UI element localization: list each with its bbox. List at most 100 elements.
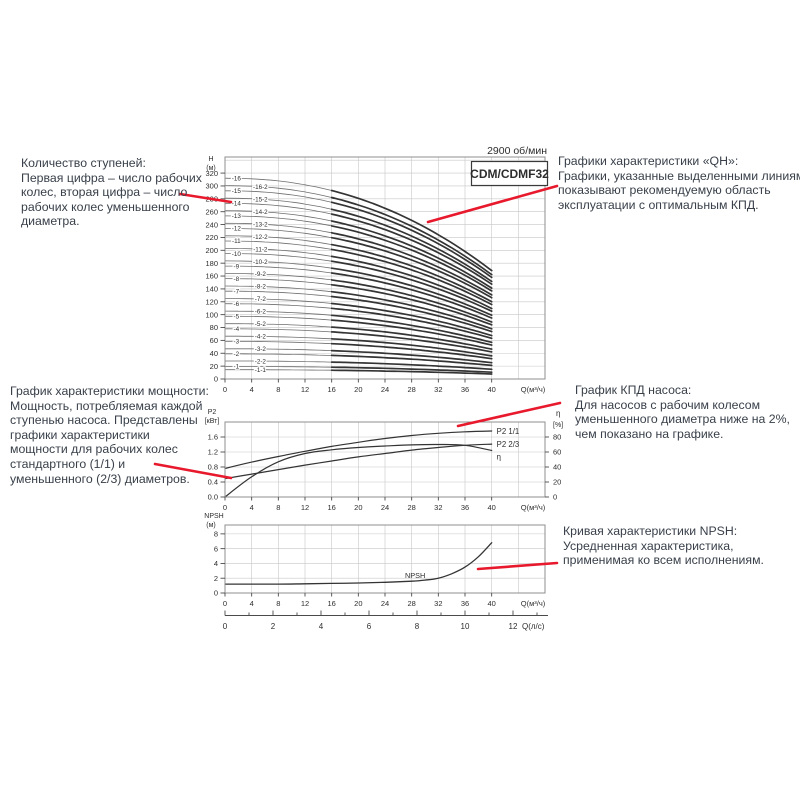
svg-text:[кВт]: [кВт] bbox=[205, 418, 220, 425]
svg-text:100: 100 bbox=[205, 310, 218, 319]
svg-text:36: 36 bbox=[461, 599, 469, 608]
svg-text:-16: -16 bbox=[232, 176, 242, 183]
svg-text:0.8: 0.8 bbox=[208, 463, 218, 472]
svg-text:8: 8 bbox=[415, 622, 420, 631]
svg-text:-3-2: -3-2 bbox=[255, 346, 267, 353]
svg-text:-11: -11 bbox=[232, 238, 241, 245]
svg-text:2900 об/мин: 2900 об/мин bbox=[487, 145, 547, 157]
svg-text:-2: -2 bbox=[234, 351, 240, 358]
svg-text:36: 36 bbox=[461, 385, 469, 394]
svg-text:0: 0 bbox=[223, 503, 227, 512]
svg-text:-11-2: -11-2 bbox=[253, 246, 268, 253]
svg-text:8: 8 bbox=[276, 503, 280, 512]
note-npsh-curve: Кривая характеристики NPSH: Усредненная х… bbox=[563, 524, 764, 568]
svg-text:-7: -7 bbox=[234, 288, 240, 295]
svg-text:8: 8 bbox=[276, 385, 280, 394]
svg-text:40: 40 bbox=[487, 385, 495, 394]
svg-text:140: 140 bbox=[205, 285, 218, 294]
svg-text:40: 40 bbox=[553, 463, 561, 472]
svg-text:CDM/CDMF32: CDM/CDMF32 bbox=[470, 167, 549, 181]
svg-text:36: 36 bbox=[461, 503, 469, 512]
svg-text:-15-2: -15-2 bbox=[253, 196, 268, 203]
note-stages: Количество ступеней: Первая цифра – число… bbox=[21, 156, 202, 229]
svg-text:-9-2: -9-2 bbox=[255, 271, 267, 278]
svg-text:-13-2: -13-2 bbox=[253, 221, 268, 228]
svg-text:4: 4 bbox=[250, 503, 254, 512]
svg-text:8: 8 bbox=[276, 599, 280, 608]
svg-text:20: 20 bbox=[553, 478, 561, 487]
svg-text:-8-2: -8-2 bbox=[255, 284, 267, 291]
svg-text:6: 6 bbox=[367, 622, 372, 631]
svg-text:-14: -14 bbox=[232, 201, 242, 208]
svg-text:P2 1/1: P2 1/1 bbox=[497, 427, 520, 436]
svg-text:-1: -1 bbox=[234, 364, 240, 371]
svg-text:4: 4 bbox=[214, 559, 218, 568]
svg-text:η: η bbox=[556, 409, 560, 418]
svg-text:NPSH: NPSH bbox=[405, 571, 425, 580]
svg-text:-16-2: -16-2 bbox=[253, 184, 268, 191]
svg-text:(м): (м) bbox=[206, 522, 215, 529]
svg-text:80: 80 bbox=[210, 323, 218, 332]
svg-text:-8: -8 bbox=[234, 276, 240, 283]
svg-text:20: 20 bbox=[354, 503, 362, 512]
svg-text:P2: P2 bbox=[208, 409, 217, 416]
svg-text:32: 32 bbox=[434, 599, 442, 608]
svg-text:-15: -15 bbox=[232, 188, 242, 195]
svg-text:60: 60 bbox=[210, 336, 218, 345]
svg-text:12: 12 bbox=[301, 599, 309, 608]
svg-text:0.0: 0.0 bbox=[208, 493, 218, 502]
svg-text:24: 24 bbox=[381, 385, 389, 394]
svg-text:-4-2: -4-2 bbox=[255, 334, 267, 341]
svg-text:-9: -9 bbox=[234, 263, 240, 270]
svg-text:-10-2: -10-2 bbox=[253, 259, 268, 266]
svg-text:0: 0 bbox=[223, 599, 227, 608]
svg-text:12: 12 bbox=[301, 503, 309, 512]
svg-text:-6: -6 bbox=[234, 301, 240, 308]
svg-text:Q(м³/ч): Q(м³/ч) bbox=[521, 503, 546, 512]
svg-text:Q(м³/ч): Q(м³/ч) bbox=[521, 599, 546, 608]
svg-text:0: 0 bbox=[214, 589, 218, 598]
svg-text:40: 40 bbox=[487, 599, 495, 608]
svg-text:-2-2: -2-2 bbox=[255, 358, 267, 365]
note-qh-curves: Графики характеристики «QH»: Графики, ука… bbox=[558, 154, 800, 212]
svg-text:4: 4 bbox=[250, 599, 254, 608]
svg-text:-7-2: -7-2 bbox=[255, 296, 267, 303]
svg-text:28: 28 bbox=[407, 385, 415, 394]
note-power-curves: График характеристики мощности: Мощность,… bbox=[10, 384, 209, 486]
svg-text:20: 20 bbox=[354, 385, 362, 394]
svg-text:2: 2 bbox=[214, 574, 218, 583]
svg-text:1.6: 1.6 bbox=[208, 433, 218, 442]
svg-text:0: 0 bbox=[553, 493, 557, 502]
svg-text:0: 0 bbox=[223, 385, 227, 394]
svg-text:16: 16 bbox=[327, 599, 335, 608]
svg-text:20: 20 bbox=[210, 362, 218, 371]
svg-text:H: H bbox=[208, 156, 213, 163]
svg-text:16: 16 bbox=[327, 503, 335, 512]
svg-text:8: 8 bbox=[214, 530, 218, 539]
svg-text:Q(м³/ч): Q(м³/ч) bbox=[521, 385, 546, 394]
svg-text:240: 240 bbox=[205, 220, 218, 229]
svg-text:28: 28 bbox=[407, 503, 415, 512]
svg-text:20: 20 bbox=[354, 599, 362, 608]
svg-text:40: 40 bbox=[210, 349, 218, 358]
svg-text:-1-1: -1-1 bbox=[255, 367, 267, 374]
svg-text:6: 6 bbox=[214, 544, 218, 553]
svg-text:[%]: [%] bbox=[553, 422, 563, 429]
svg-text:28: 28 bbox=[407, 599, 415, 608]
svg-text:Q(л/с): Q(л/с) bbox=[522, 622, 545, 631]
svg-text:40: 40 bbox=[487, 503, 495, 512]
svg-text:260: 260 bbox=[205, 207, 218, 216]
svg-text:200: 200 bbox=[205, 246, 218, 255]
note-efficiency-curve: График КПД насоса: Для насосов с рабочим … bbox=[575, 383, 790, 441]
svg-text:-6-2: -6-2 bbox=[255, 309, 267, 316]
svg-text:10: 10 bbox=[461, 622, 470, 631]
svg-text:2: 2 bbox=[271, 622, 276, 631]
svg-text:300: 300 bbox=[205, 182, 218, 191]
svg-text:-3: -3 bbox=[234, 339, 240, 346]
svg-text:-12-2: -12-2 bbox=[253, 234, 268, 241]
svg-text:120: 120 bbox=[205, 297, 218, 306]
svg-text:60: 60 bbox=[553, 448, 561, 457]
svg-text:160: 160 bbox=[205, 272, 218, 281]
